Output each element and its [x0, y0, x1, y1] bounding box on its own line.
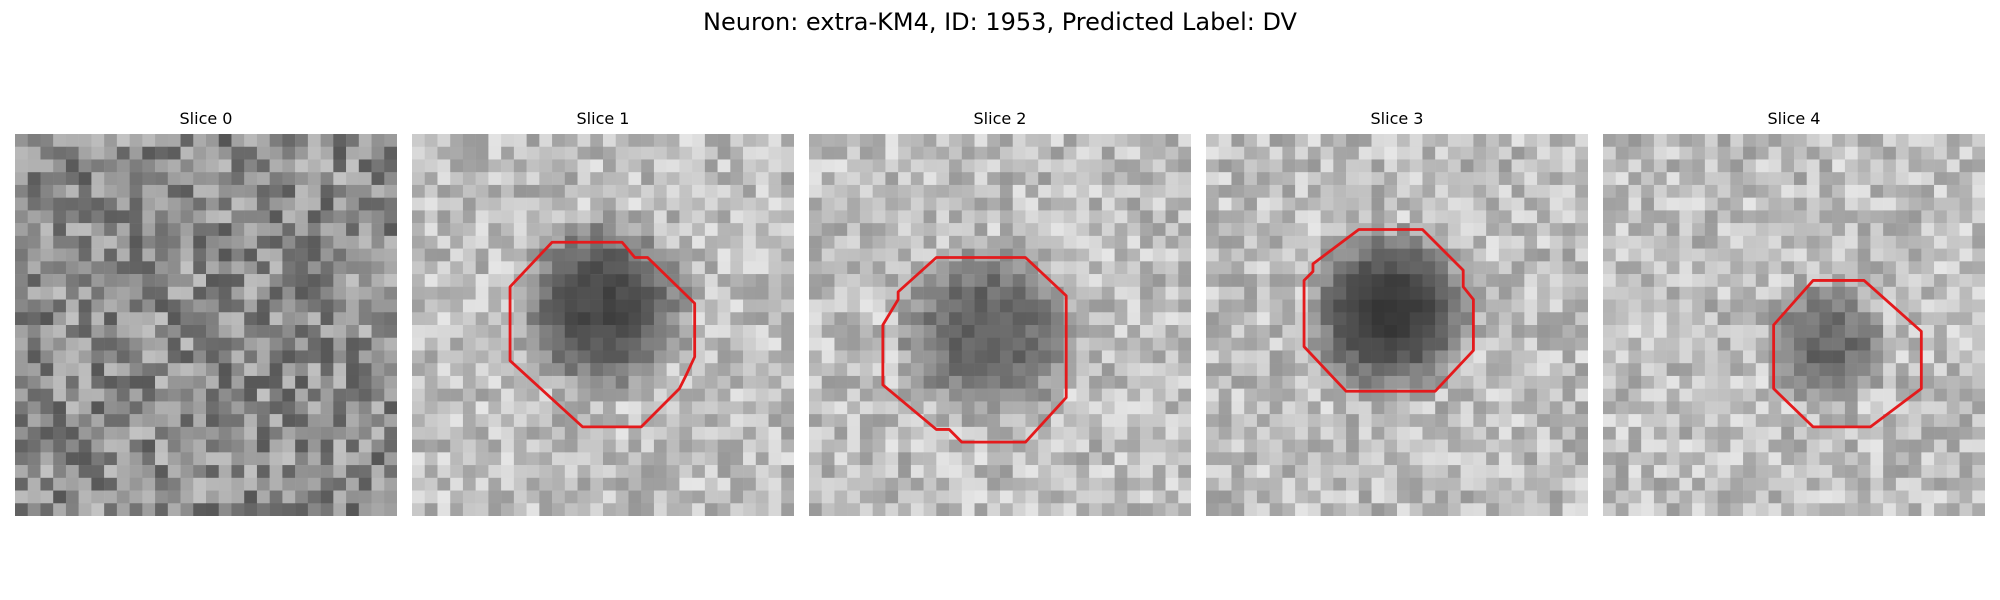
slice-title-4: Slice 4 — [1603, 108, 1985, 130]
slice-title-3: Slice 3 — [1206, 108, 1588, 130]
slice-image-2 — [809, 134, 1191, 516]
pixel-grid — [809, 134, 1191, 516]
slice-image-3 — [1206, 134, 1588, 516]
slice-image-1 — [412, 134, 794, 516]
pixel-grid — [1603, 134, 1985, 516]
slice-image-4 — [1603, 134, 1985, 516]
pixel-grid — [412, 134, 794, 516]
slice-image-0 — [15, 134, 397, 516]
slice-title-2: Slice 2 — [809, 108, 1191, 130]
figure-title: Neuron: extra-KM4, ID: 1953, Predicted L… — [0, 6, 2000, 38]
slice-title-1: Slice 1 — [412, 108, 794, 130]
slice-title-0: Slice 0 — [15, 108, 397, 130]
pixel-grid — [1206, 134, 1588, 516]
pixel-grid — [15, 134, 397, 516]
